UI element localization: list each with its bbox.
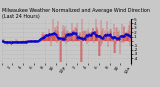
Text: Milwaukee Weather Normalized and Average Wind Direction (Last 24 Hours): Milwaukee Weather Normalized and Average… bbox=[2, 8, 150, 19]
